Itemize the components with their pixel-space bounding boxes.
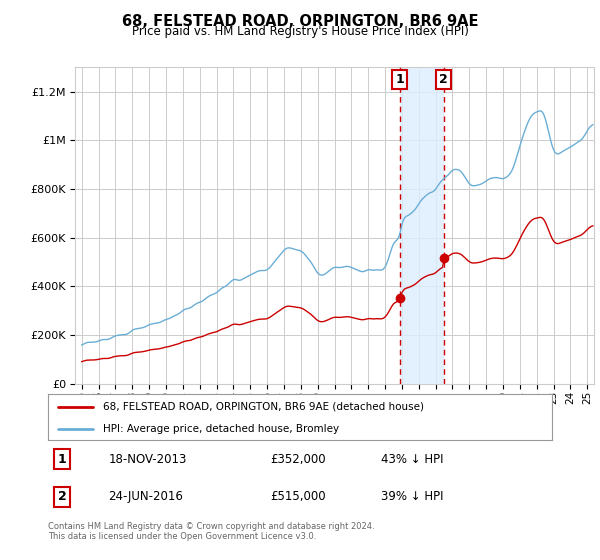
Text: Contains HM Land Registry data © Crown copyright and database right 2024.
This d: Contains HM Land Registry data © Crown c…: [48, 522, 374, 542]
Bar: [582, 67, 594, 384]
Text: HPI: Average price, detached house, Bromley: HPI: Average price, detached house, Brom…: [103, 424, 340, 435]
Text: 68, FELSTEAD ROAD, ORPINGTON, BR6 9AE (detached house): 68, FELSTEAD ROAD, ORPINGTON, BR6 9AE (d…: [103, 402, 424, 412]
Text: 1: 1: [395, 73, 404, 86]
Bar: [579, 67, 594, 384]
Text: 2: 2: [58, 491, 67, 503]
Text: Price paid vs. HM Land Registry's House Price Index (HPI): Price paid vs. HM Land Registry's House …: [131, 25, 469, 38]
Text: 18-NOV-2013: 18-NOV-2013: [109, 452, 187, 465]
Bar: [400, 67, 443, 384]
Text: £515,000: £515,000: [270, 491, 325, 503]
Text: £352,000: £352,000: [270, 452, 325, 465]
Text: 1: 1: [58, 452, 67, 465]
Text: 2: 2: [439, 73, 448, 86]
Text: 24-JUN-2016: 24-JUN-2016: [109, 491, 184, 503]
Text: 68, FELSTEAD ROAD, ORPINGTON, BR6 9AE: 68, FELSTEAD ROAD, ORPINGTON, BR6 9AE: [122, 14, 478, 29]
Text: 43% ↓ HPI: 43% ↓ HPI: [380, 452, 443, 465]
Text: 39% ↓ HPI: 39% ↓ HPI: [380, 491, 443, 503]
